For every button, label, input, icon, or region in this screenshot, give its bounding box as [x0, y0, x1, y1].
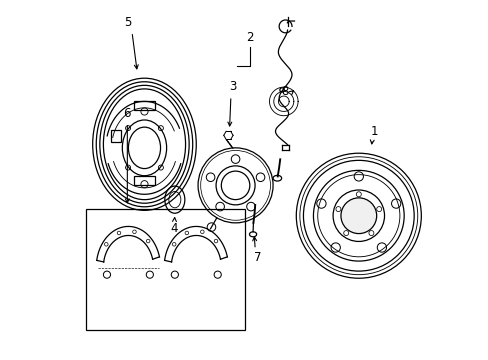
Text: 6: 6	[123, 107, 131, 120]
Text: 2: 2	[245, 31, 253, 44]
Text: 3: 3	[229, 80, 236, 93]
Text: 8: 8	[281, 85, 288, 98]
Circle shape	[340, 198, 376, 234]
Bar	[85, 208, 244, 330]
Text: 5: 5	[123, 16, 131, 29]
Text: 7: 7	[253, 251, 261, 264]
Text: 1: 1	[370, 125, 378, 138]
Text: 4: 4	[170, 222, 178, 235]
